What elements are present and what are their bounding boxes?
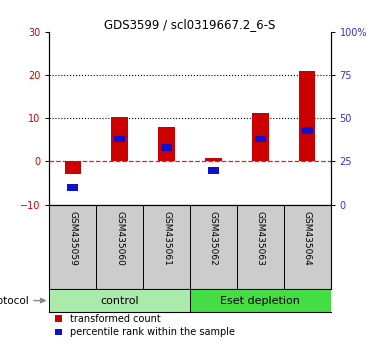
Text: GSM435064: GSM435064 xyxy=(302,211,312,265)
Bar xyxy=(190,289,331,312)
Bar xyxy=(114,136,125,142)
Text: Eset depletion: Eset depletion xyxy=(220,296,300,306)
Bar xyxy=(252,113,269,161)
Text: control: control xyxy=(100,296,139,306)
Text: GSM435059: GSM435059 xyxy=(68,211,78,266)
Text: GSM435063: GSM435063 xyxy=(256,211,265,266)
Text: GSM435062: GSM435062 xyxy=(209,211,218,265)
Bar xyxy=(158,127,175,161)
Bar xyxy=(205,158,222,161)
Bar xyxy=(111,118,128,161)
Bar xyxy=(299,71,315,161)
Text: GSM435061: GSM435061 xyxy=(162,211,171,266)
Bar xyxy=(208,167,219,173)
Bar xyxy=(161,144,172,151)
Text: GSM435060: GSM435060 xyxy=(115,211,124,266)
Title: GDS3599 / scl0319667.2_6-S: GDS3599 / scl0319667.2_6-S xyxy=(105,18,276,31)
Legend: transformed count, percentile rank within the sample: transformed count, percentile rank withi… xyxy=(54,313,236,338)
Text: protocol: protocol xyxy=(0,296,45,306)
Bar xyxy=(65,161,81,175)
Bar xyxy=(49,289,190,312)
Bar xyxy=(255,136,266,142)
Bar xyxy=(67,184,78,191)
Bar xyxy=(302,127,313,134)
